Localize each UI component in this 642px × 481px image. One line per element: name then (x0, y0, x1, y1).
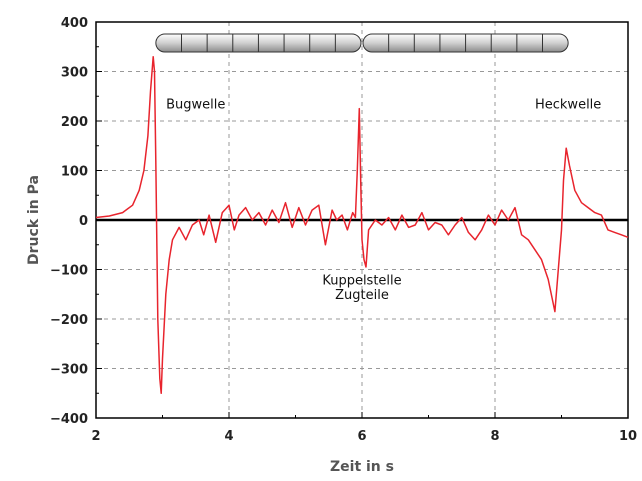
y-tick-label: 100 (61, 165, 88, 180)
x-tick-label: 4 (224, 429, 233, 444)
x-axis-title: Zeit in s (330, 459, 394, 475)
y-tick-label: −200 (50, 313, 88, 328)
y-tick-label: −400 (50, 412, 88, 427)
y-tick-label: 200 (61, 115, 88, 130)
y-tick-label: −100 (50, 264, 88, 279)
annotation-label: Bugwelle (166, 98, 225, 113)
annotation-label: Heckwelle (535, 98, 601, 113)
y-tick-label: 0 (79, 214, 88, 229)
y-tick-label: −300 (50, 363, 88, 378)
x-tick-label: 2 (91, 429, 100, 444)
y-tick-label: 400 (61, 16, 88, 31)
pressure-series-line (95, 55, 629, 395)
x-tick-label: 8 (490, 429, 499, 444)
y-tick-label: 300 (61, 66, 88, 81)
y-axis-title: Druck in Pa (26, 175, 42, 265)
annotation-label: Zugteile (335, 288, 389, 303)
x-tick-label: 6 (357, 429, 366, 444)
annotation-label: Kuppelstelle (322, 273, 401, 288)
x-tick-label: 10 (619, 429, 637, 444)
